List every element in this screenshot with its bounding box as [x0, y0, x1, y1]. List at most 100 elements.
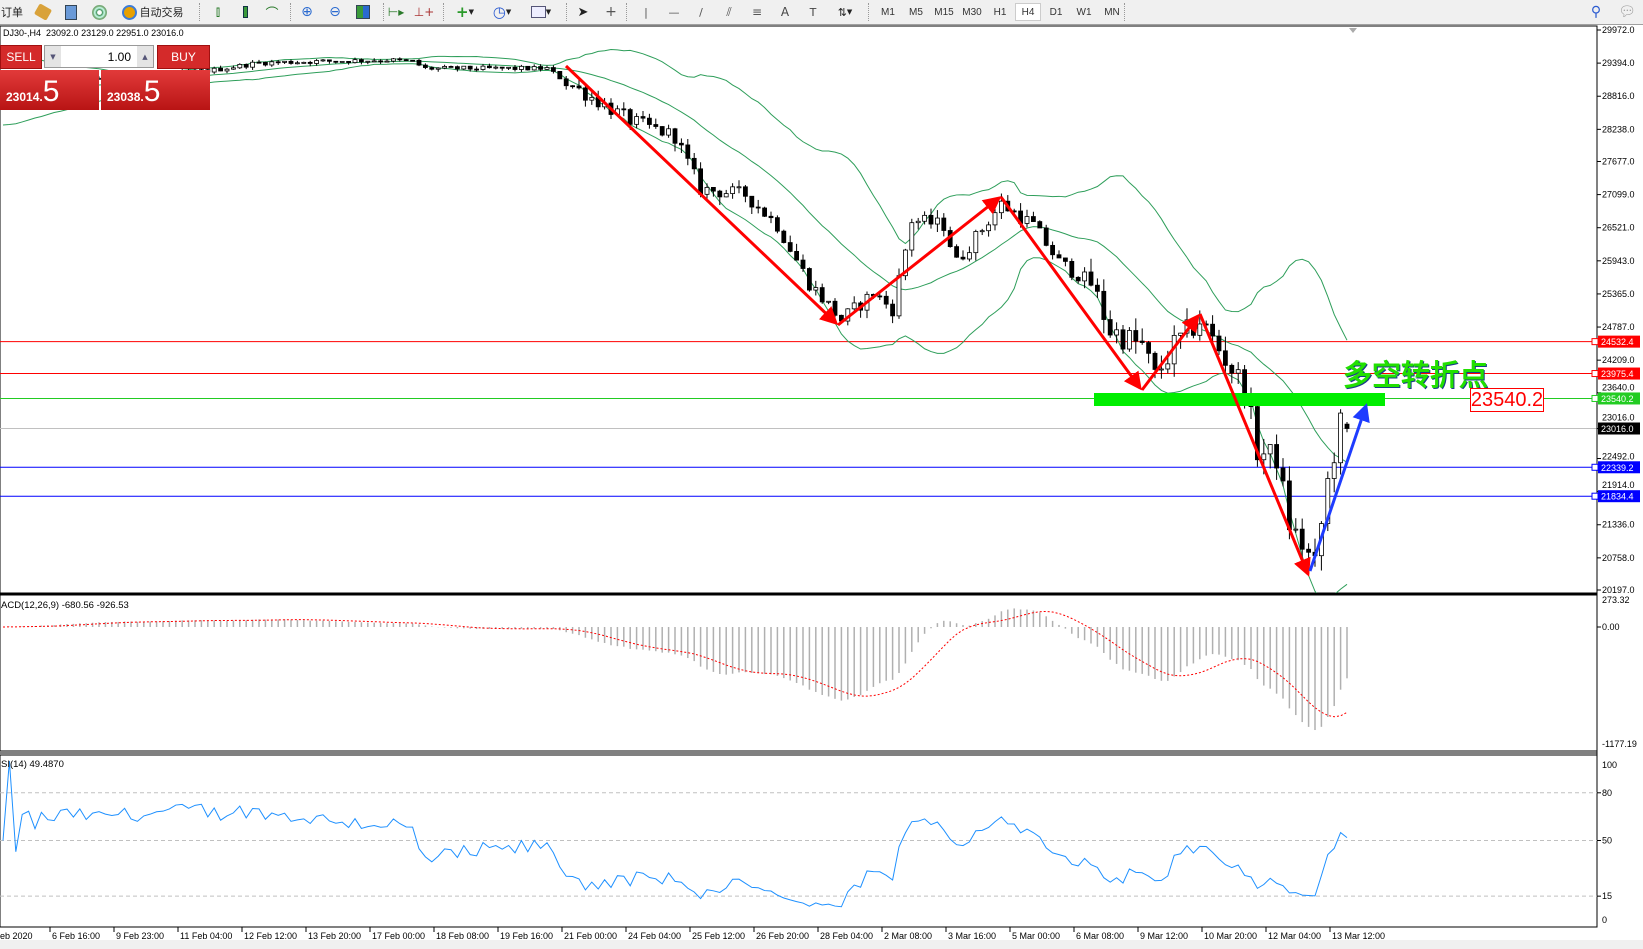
- bar-chart-icon[interactable]: ⫾: [215, 4, 221, 20]
- candle[interactable]: [583, 85, 588, 107]
- candle[interactable]: [1331, 452, 1337, 493]
- candle[interactable]: [1216, 329, 1222, 355]
- chat-icon[interactable]: 💬︎: [1618, 4, 1636, 20]
- candle[interactable]: [1082, 267, 1087, 289]
- candle[interactable]: [512, 65, 518, 72]
- text-label-icon[interactable]: T: [809, 5, 817, 19]
- candle[interactable]: [672, 127, 678, 152]
- candle[interactable]: [531, 64, 537, 71]
- candle[interactable]: [256, 59, 262, 64]
- candle[interactable]: [666, 124, 671, 138]
- candle[interactable]: [1127, 327, 1132, 352]
- indicators-dropdown[interactable]: + ▼: [456, 3, 474, 21]
- candle[interactable]: [314, 59, 320, 66]
- buy-price-button[interactable]: 23038. 5: [101, 70, 210, 110]
- candle[interactable]: [250, 60, 256, 70]
- arrows-dropdown[interactable]: ⇅ ▼: [837, 5, 853, 19]
- terminal-icon[interactable]: [60, 2, 82, 22]
- timeframe-mn[interactable]: MN: [1104, 6, 1120, 18]
- candle[interactable]: [307, 60, 313, 67]
- candle[interactable]: [1088, 258, 1094, 287]
- candle[interactable]: [397, 57, 403, 62]
- level-line-handle[interactable]: [1591, 370, 1599, 378]
- candle[interactable]: [634, 113, 639, 129]
- search-icon[interactable]: ⚲: [1590, 4, 1602, 20]
- candle[interactable]: [826, 300, 831, 305]
- equidistant-channel-icon[interactable]: ⫽: [726, 4, 732, 19]
- candle[interactable]: [935, 210, 940, 232]
- candle[interactable]: [954, 244, 959, 258]
- trend-arrow-up-2[interactable]: [1140, 313, 1200, 391]
- lot-decrease-button[interactable]: ▼: [45, 46, 61, 67]
- candle[interactable]: [800, 254, 806, 272]
- candle[interactable]: [653, 118, 659, 129]
- tile-windows-icon[interactable]: [352, 2, 374, 22]
- sell-price-button[interactable]: 23014. 5: [0, 70, 99, 110]
- candle[interactable]: [358, 58, 364, 65]
- candle[interactable]: [506, 66, 512, 71]
- candle[interactable]: [883, 290, 889, 309]
- candle[interactable]: [1139, 328, 1145, 345]
- candle[interactable]: [787, 235, 793, 253]
- candle[interactable]: [967, 246, 972, 262]
- candle[interactable]: [403, 58, 409, 62]
- candle[interactable]: [691, 152, 697, 175]
- timeframe-d1[interactable]: D1: [1049, 6, 1063, 18]
- trend-arrow-down-1[interactable]: [564, 64, 839, 326]
- candle[interactable]: [1235, 362, 1241, 384]
- candle[interactable]: [1280, 458, 1286, 487]
- candle[interactable]: [647, 113, 652, 129]
- candle[interactable]: [922, 211, 927, 225]
- candle[interactable]: [320, 59, 326, 62]
- trend-arrow-up-blue[interactable]: [1308, 403, 1370, 572]
- candle[interactable]: [480, 63, 486, 71]
- candle[interactable]: [1107, 310, 1113, 338]
- candle[interactable]: [333, 60, 339, 64]
- candle[interactable]: [1229, 363, 1235, 384]
- chart-shift-icon[interactable]: ⊥+: [413, 5, 435, 19]
- candle[interactable]: [1101, 279, 1107, 334]
- candle[interactable]: [973, 229, 979, 261]
- candle[interactable]: [448, 65, 454, 68]
- turning-point-annotation[interactable]: 多空转折点: [1343, 358, 1489, 392]
- candle[interactable]: [301, 61, 307, 64]
- candle[interactable]: [544, 65, 550, 70]
- candle[interactable]: [435, 67, 441, 72]
- templates-dropdown[interactable]: ▼: [525, 2, 557, 22]
- candle[interactable]: [730, 183, 735, 199]
- new-order-button[interactable]: 订单: [0, 2, 24, 22]
- candle[interactable]: [538, 64, 543, 72]
- timeframe-h1[interactable]: H1: [993, 6, 1007, 18]
- auto-scroll-icon[interactable]: ⊢▸: [387, 5, 405, 19]
- candle[interactable]: [903, 248, 908, 281]
- candle[interactable]: [262, 61, 268, 67]
- candle[interactable]: [755, 199, 761, 214]
- candle[interactable]: [979, 228, 985, 236]
- vertical-line-icon[interactable]: |: [644, 5, 648, 19]
- candle[interactable]: [371, 58, 377, 63]
- candle[interactable]: [474, 66, 480, 72]
- candle[interactable]: [1344, 422, 1350, 433]
- candle[interactable]: [1031, 211, 1036, 222]
- candle[interactable]: [551, 65, 556, 74]
- candle[interactable]: [570, 85, 575, 89]
- trendline-icon[interactable]: /: [699, 5, 703, 19]
- candle[interactable]: [211, 66, 217, 74]
- candle[interactable]: [269, 59, 275, 67]
- lot-size-input[interactable]: ▼ 1.00 ▲: [44, 45, 154, 68]
- level-line-handle[interactable]: [1591, 492, 1599, 500]
- timeframe-m5[interactable]: M5: [909, 6, 923, 18]
- candle[interactable]: [410, 59, 416, 62]
- candle[interactable]: [1210, 315, 1215, 343]
- candle[interactable]: [237, 63, 243, 69]
- candle[interactable]: [230, 65, 236, 70]
- candle[interactable]: [621, 102, 627, 117]
- level-line-handle[interactable]: [1591, 338, 1599, 346]
- candlestick-icon[interactable]: [234, 2, 256, 22]
- candle[interactable]: [768, 211, 774, 224]
- candle[interactable]: [422, 63, 428, 70]
- candle[interactable]: [736, 180, 742, 194]
- candle[interactable]: [326, 59, 332, 64]
- candle[interactable]: [525, 65, 531, 71]
- candle[interactable]: [928, 208, 934, 229]
